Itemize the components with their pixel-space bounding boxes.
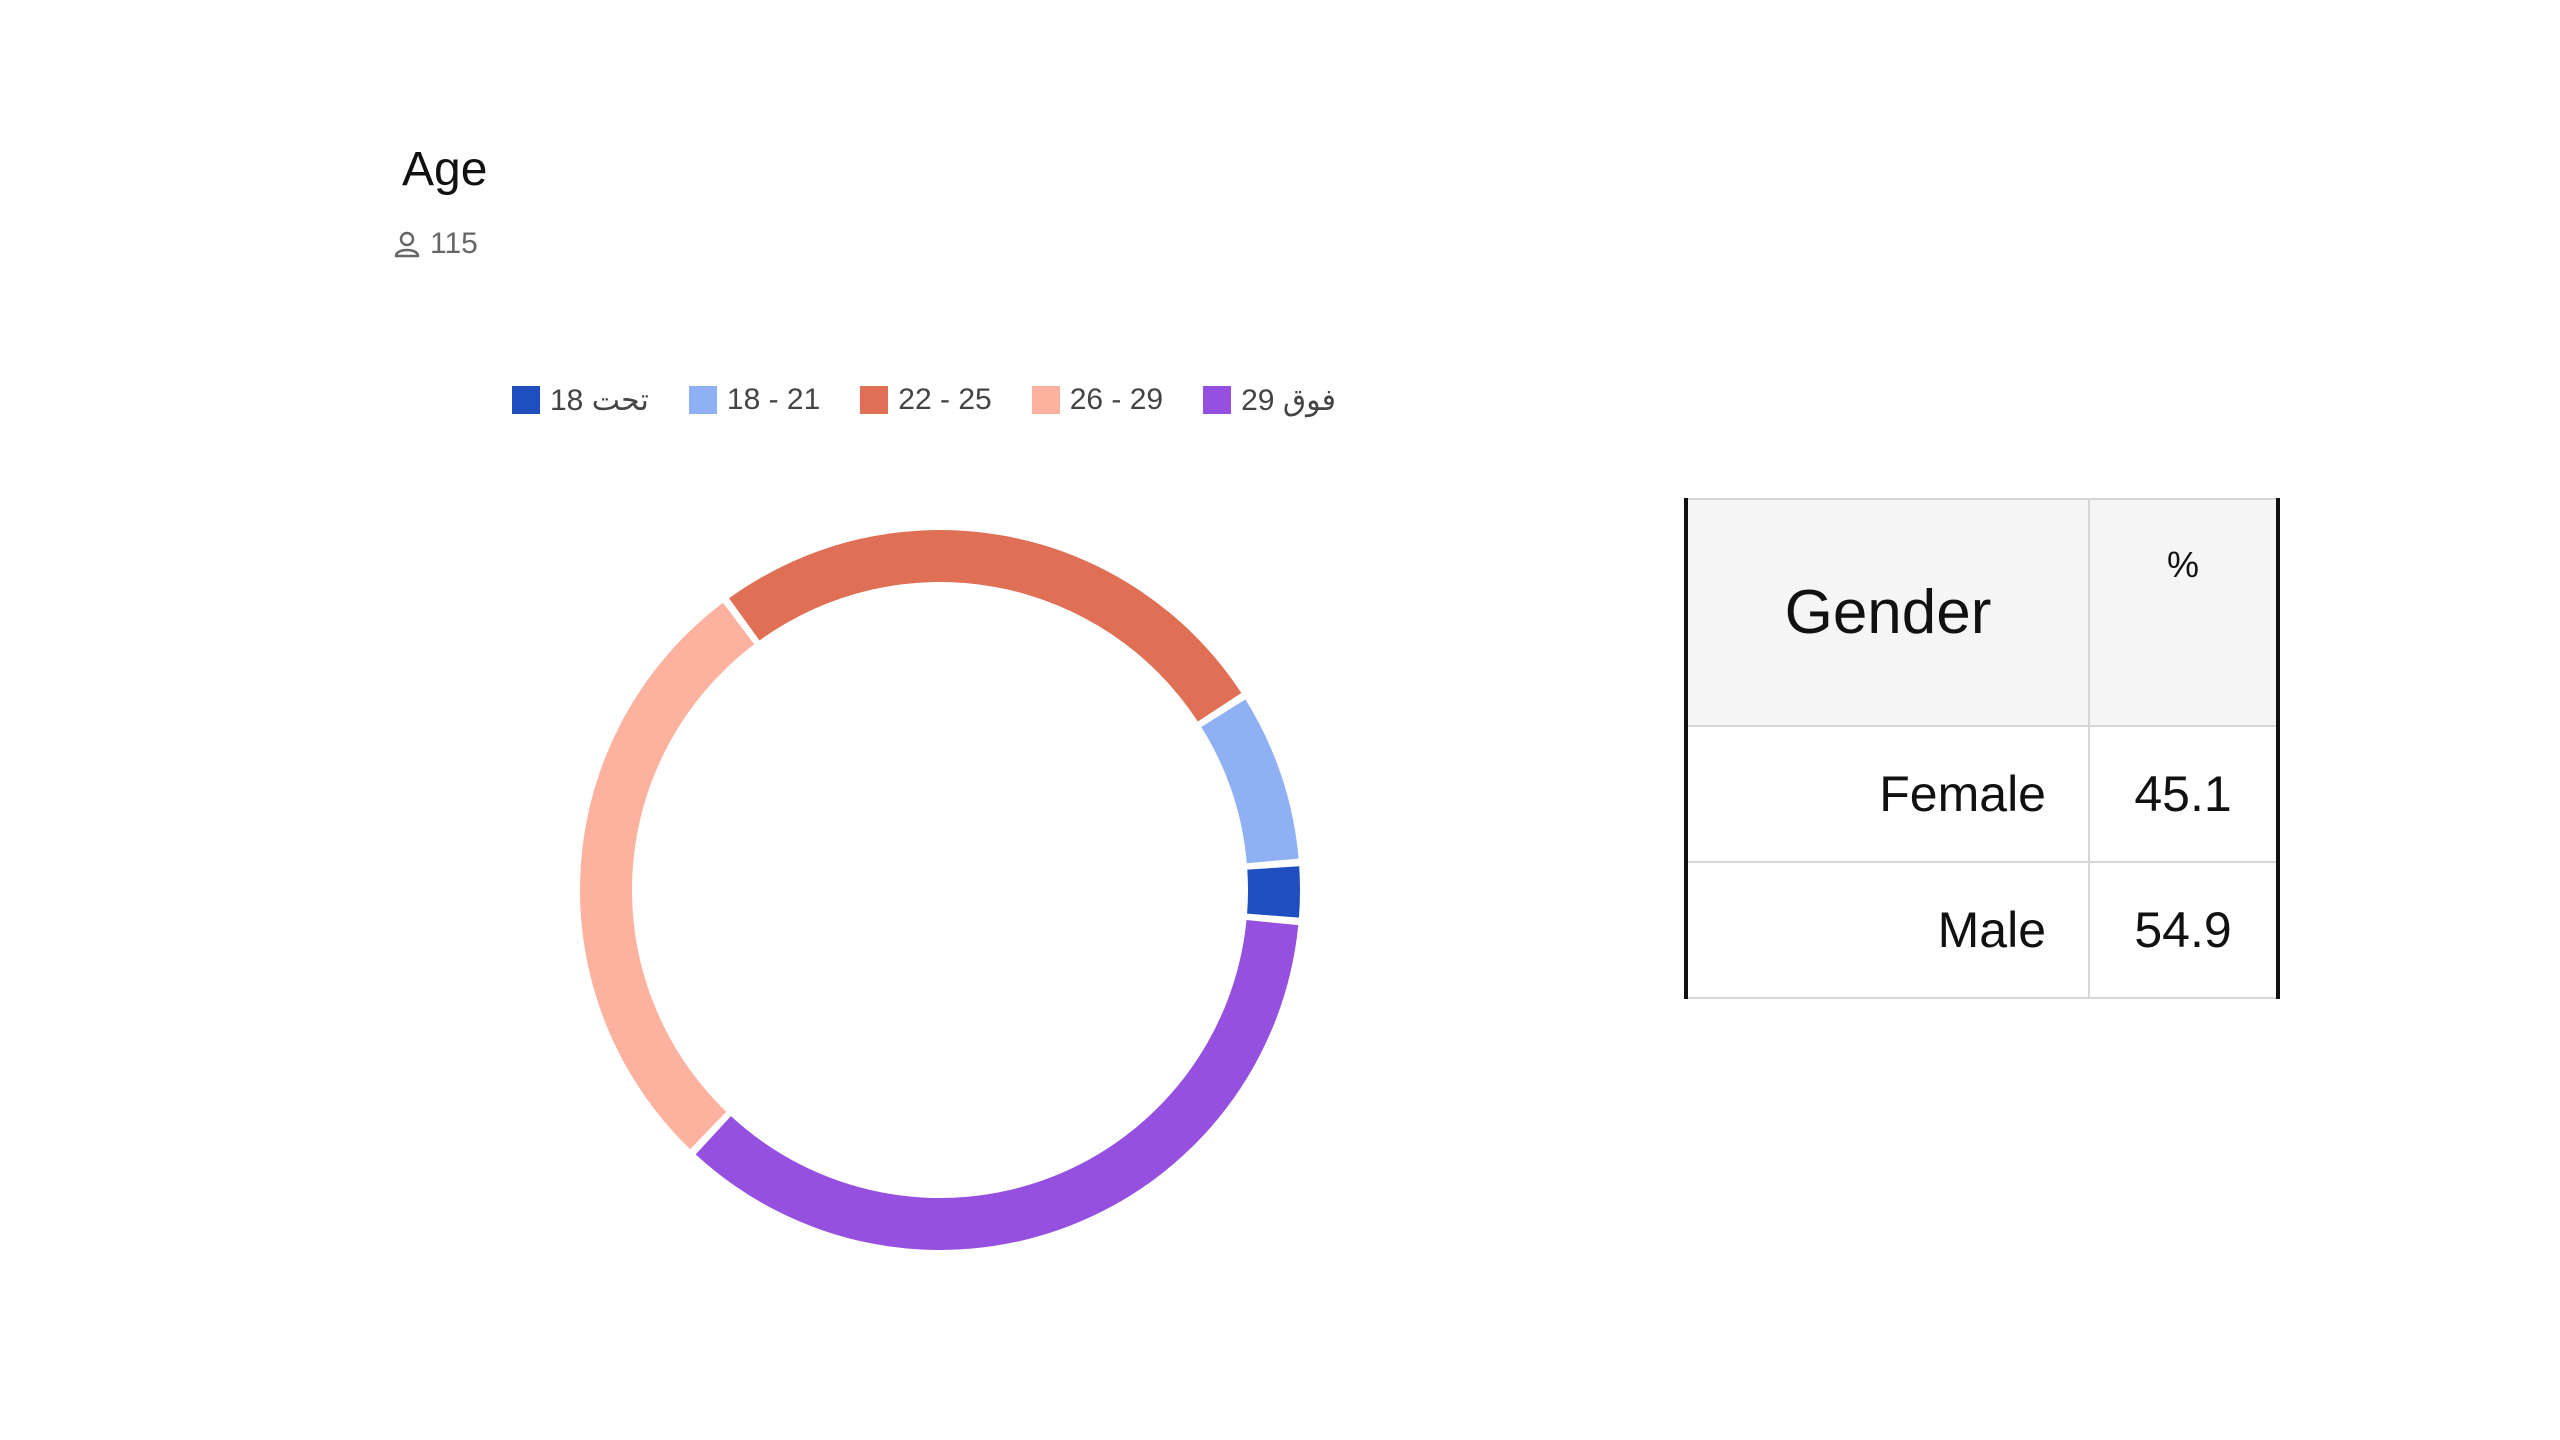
legend-label: 26 - 29 (1069, 383, 1164, 416)
donut-slice[interactable] (1201, 699, 1299, 864)
legend-swatch (512, 386, 540, 414)
legend-item[interactable]: 26 - 29 (1031, 383, 1164, 417)
donut-slice[interactable] (729, 530, 1242, 722)
legend-item[interactable]: تحت 18 (512, 383, 649, 418)
gender-column-header: Gender (1684, 498, 2090, 727)
gender-table: Gender % Female 45.1 Male 54.9 (1684, 498, 2280, 999)
person-icon (394, 231, 420, 258)
legend-swatch (1031, 386, 1060, 414)
donut-slice[interactable] (1247, 866, 1300, 918)
table-row: Male 54.9 (1684, 861, 2280, 999)
legend-swatch (1203, 386, 1232, 414)
legend-item[interactable]: 22 - 25 (860, 383, 992, 417)
legend-label: فوق 29 (1241, 383, 1336, 417)
legend-swatch (688, 386, 717, 414)
gender-value-male: 54.9 (2088, 861, 2280, 999)
respondent-count: 115 (392, 224, 478, 264)
legend-swatch (860, 386, 889, 414)
legend-item[interactable]: فوق 29 (1203, 383, 1336, 418)
donut-slice[interactable] (580, 602, 755, 1150)
age-donut-chart (580, 530, 1300, 1250)
legend-label: تحت 18 (550, 383, 649, 417)
chart-legend: تحت 18 18 - 21 22 - 25 26 - 29 فوق 29 (512, 378, 1376, 422)
table-row: Female 45.1 (1684, 725, 2280, 863)
respondent-count-value: 115 (430, 227, 478, 260)
gender-table-header-row: Gender % (1684, 498, 2280, 727)
gender-label-female: Female (1684, 725, 2090, 863)
legend-label: 22 - 25 (898, 383, 992, 416)
donut-slice[interactable] (695, 920, 1299, 1250)
chart-title: Age (402, 143, 488, 196)
gender-value-female: 45.1 (2088, 725, 2280, 863)
legend-label: 18 - 21 (726, 383, 821, 416)
legend-item[interactable]: 18 - 21 (688, 383, 821, 417)
percent-column-header: % (2088, 498, 2280, 727)
gender-label-male: Male (1684, 861, 2090, 999)
